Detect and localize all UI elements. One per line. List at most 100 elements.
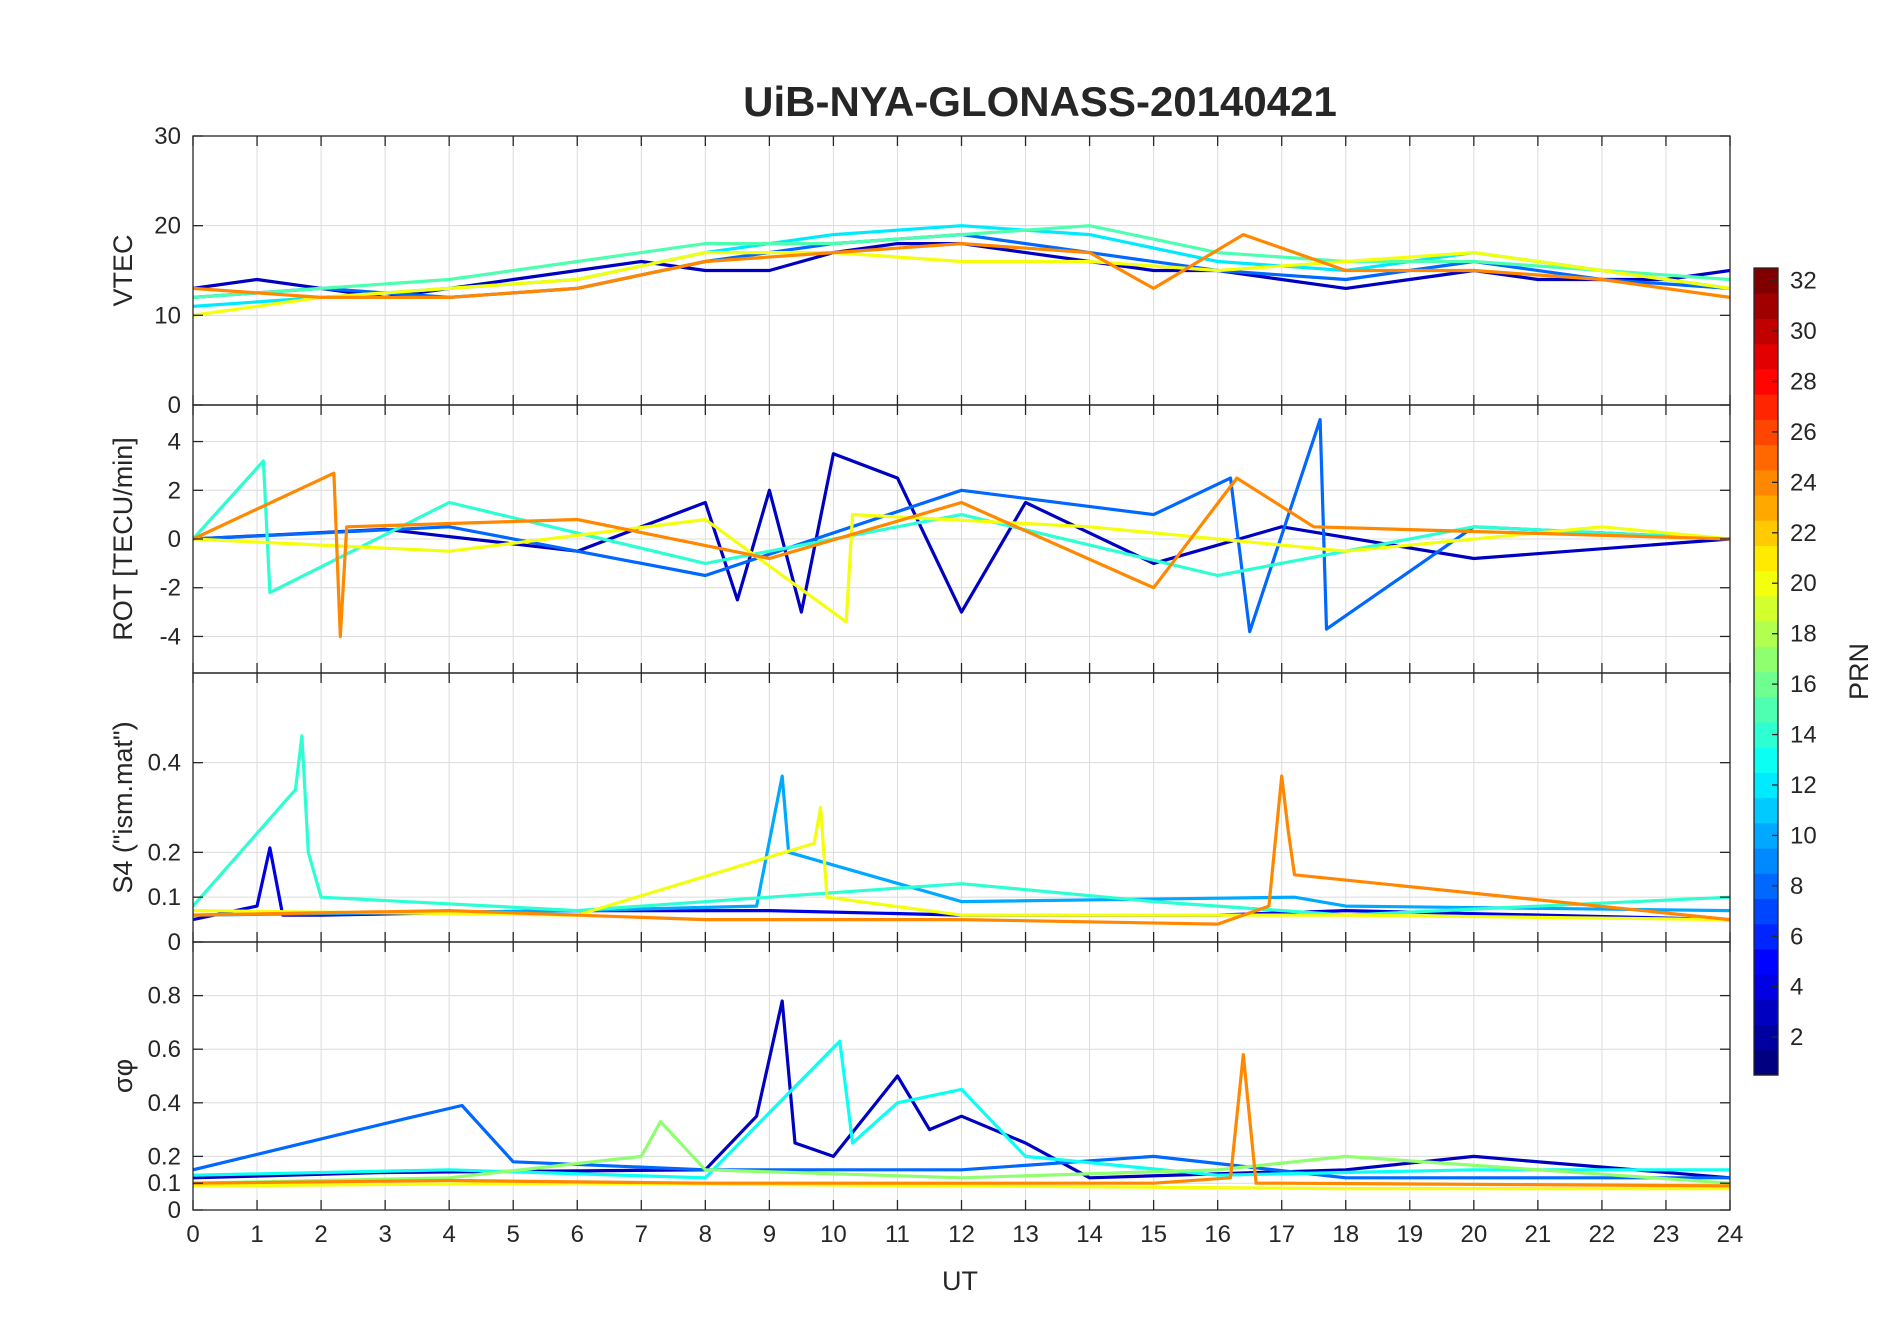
y-tick-label: 0.1 <box>148 884 181 911</box>
colorbar-tick-label: 4 <box>1790 974 1803 1001</box>
colorbar-swatch <box>1754 696 1778 723</box>
panel-sigma: 00.10.2 0.4 0.6 0.8 σφ <box>108 941 1731 1224</box>
traces-vtec <box>193 224 1730 317</box>
x-tick-label: 17 <box>1268 1221 1295 1248</box>
y-tick-label: 0.2 <box>148 1143 181 1170</box>
trace-prn-20 <box>193 512 1730 624</box>
trace-prn-24 <box>193 774 1730 926</box>
colorbar-swatch <box>1754 545 1778 572</box>
x-tick-label: 1 <box>250 1221 263 1248</box>
colorbar-swatch <box>1754 797 1778 824</box>
colorbar-label: PRN <box>1844 643 1874 700</box>
colorbar-tick-label: 20 <box>1790 570 1817 597</box>
panel-vtec: 0 10 20 30 VTEC <box>108 123 1731 419</box>
colorbar-swatch <box>1754 848 1778 874</box>
x-tick-label: 9 <box>763 1221 776 1248</box>
trace-prn-3 <box>193 999 1730 1180</box>
trace-prn-17 <box>193 1119 1730 1185</box>
colorbar-tick-label: 2 <box>1790 1024 1803 1051</box>
trace-prn-20 <box>193 1181 1730 1191</box>
colorbar-tick-label: 26 <box>1790 419 1817 446</box>
colorbar-tick-label: 14 <box>1790 722 1817 749</box>
y-tick-label: -2 <box>160 575 181 602</box>
y-tick-label: 20 <box>154 213 181 240</box>
colorbar-tick-label: 8 <box>1790 873 1803 900</box>
panel-s4: 0 0.1 0.2 0.4 S4 ("ism.mat") <box>108 672 1731 956</box>
colorbar-tick-label: 18 <box>1790 621 1817 648</box>
colorbar-swatch <box>1754 948 1778 975</box>
traces-s4 <box>193 734 1730 926</box>
x-tick-label: 23 <box>1653 1221 1680 1248</box>
x-tick-label: 7 <box>635 1221 648 1248</box>
colorbar-tick-label: 28 <box>1790 368 1817 395</box>
y-tick-label: 30 <box>154 123 181 150</box>
x-tick-label: 0 <box>186 1221 199 1248</box>
colorbar-swatch <box>1754 394 1778 420</box>
y-axis-label-vtec: VTEC <box>108 234 138 306</box>
x-tick-label: 14 <box>1076 1221 1103 1248</box>
x-tick-label: 4 <box>442 1221 455 1248</box>
colorbar-tick-label: 22 <box>1790 520 1817 547</box>
y-tick-label: 0.8 <box>148 983 181 1010</box>
colorbar-swatch <box>1754 747 1778 773</box>
colorbar-swatch <box>1754 595 1778 622</box>
x-tick-label: 3 <box>378 1221 391 1248</box>
y-axis-label-s4: S4 ("ism.mat") <box>108 721 138 893</box>
x-tick-label: 12 <box>948 1221 975 1248</box>
trace-prn-15 <box>193 224 1730 299</box>
colorbar-box <box>1753 267 1779 1076</box>
y-tick-label: 0.6 <box>148 1036 181 1063</box>
colorbar-swatch <box>1754 999 1778 1026</box>
x-tick-label: 20 <box>1460 1221 1487 1248</box>
x-tick-label: 2 <box>314 1221 327 1248</box>
x-tick-label: 10 <box>820 1221 847 1248</box>
colorbar-tick-label: 10 <box>1790 822 1817 849</box>
traces-sigma <box>193 999 1730 1191</box>
colorbar-swatch <box>1754 444 1778 471</box>
y-tick-label: 10 <box>154 302 181 329</box>
y-tick-label: 4 <box>168 429 181 456</box>
y-tick-label: -4 <box>160 623 181 650</box>
x-tick-label: 19 <box>1396 1221 1423 1248</box>
trace-prn-14 <box>193 734 1730 917</box>
y-tick-label: 0.1 <box>148 1170 181 1197</box>
colorbar-tick-label: 16 <box>1790 671 1817 698</box>
x-tick-label: 13 <box>1012 1221 1039 1248</box>
x-tick-label: 15 <box>1140 1221 1167 1248</box>
x-tick-label: 11 <box>885 1221 910 1248</box>
x-tick-label: 16 <box>1204 1221 1231 1248</box>
colorbar-swatch <box>1754 494 1778 521</box>
colorbar-swatch <box>1754 646 1778 673</box>
x-tick-labels: 0 1 2 3 4 5 6 7 8 9 10 11 12 13 14 15 16 17 18 19 20 21 22 23 24 <box>186 1221 1743 1248</box>
trace-prn-20 <box>193 805 1730 922</box>
y-tick-label: 2 <box>168 477 181 504</box>
colorbar-swatch <box>1754 898 1778 925</box>
y-tick-label: 0.4 <box>148 750 181 777</box>
colorbar-swatch <box>1754 343 1778 370</box>
trace-prn-8 <box>193 418 1730 634</box>
y-tick-label: 0.4 <box>148 1090 181 1117</box>
x-tick-label: 24 <box>1717 1221 1744 1248</box>
chart-title: UiB-NYA-GLONASS-20140421 <box>743 78 1337 125</box>
y-tick-label: 0 <box>168 1197 181 1224</box>
colorbar-tick-label: 30 <box>1790 318 1817 345</box>
y-tick-label: 0 <box>168 526 181 553</box>
x-tick-label: 22 <box>1589 1221 1616 1248</box>
colorbar-swatch <box>1754 293 1778 320</box>
x-tick-label: 6 <box>571 1221 584 1248</box>
colorbar-swatch <box>1754 1049 1778 1076</box>
trace-prn-24 <box>193 233 1730 299</box>
y-tick-label: 0 <box>168 929 181 956</box>
x-tick-label: 21 <box>1525 1221 1552 1248</box>
colorbar-tick-label: 32 <box>1790 268 1817 295</box>
trace-prn-13 <box>193 1039 1730 1180</box>
colorbar-tick-label: 12 <box>1790 772 1817 799</box>
trace-prn-20 <box>193 251 1730 317</box>
trace-prn-24 <box>193 1052 1730 1188</box>
x-tick-label: 18 <box>1332 1221 1359 1248</box>
x-axis-label: UT <box>942 1266 978 1296</box>
y-tick-label: 0.2 <box>148 839 181 866</box>
